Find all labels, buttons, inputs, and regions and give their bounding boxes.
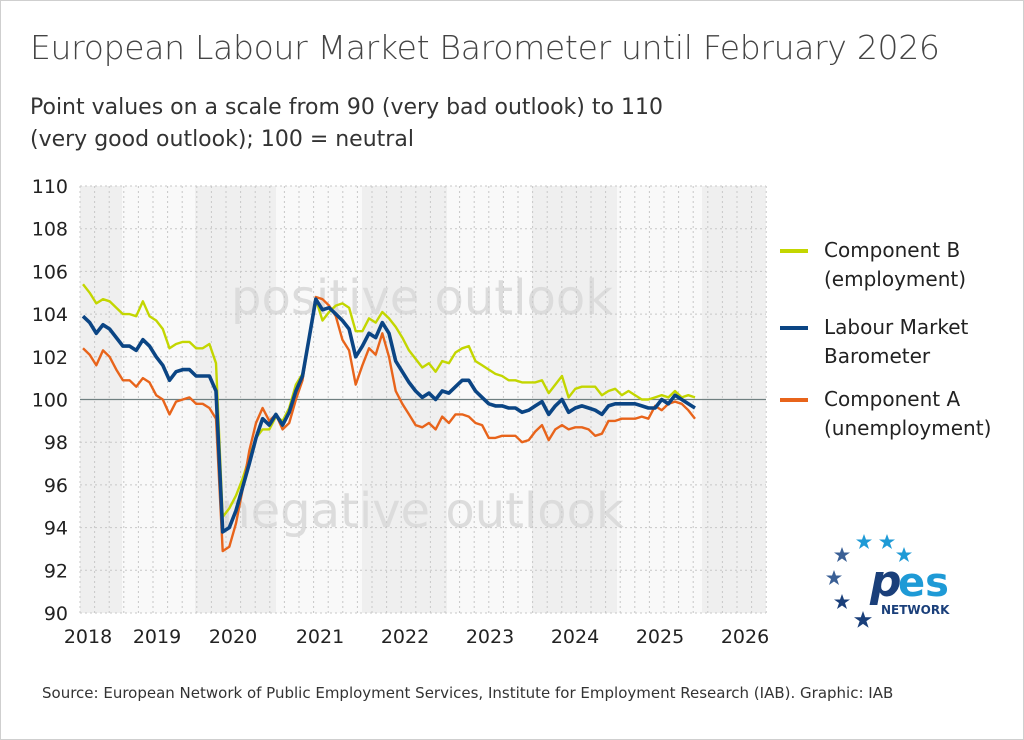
y-tick-label: 90: [44, 603, 68, 625]
x-tick-label: 2021: [296, 626, 344, 648]
legend-label: Component B: [824, 238, 961, 262]
x-tick-label: 2025: [636, 626, 684, 648]
chart-subtitle: Point values on a scale from 90 (very ba…: [30, 95, 663, 152]
y-tick-label: 96: [44, 475, 68, 497]
legend-item-barometer: Labour Market Barometer: [780, 313, 1024, 371]
y-tick-label: 92: [44, 560, 68, 582]
series-line: [81, 297, 696, 534]
pes-network-logo: p es NETWORK: [826, 534, 950, 628]
x-tick-label: 2019: [133, 626, 181, 648]
chart-title: European Labour Market Barometer until F…: [30, 28, 940, 67]
x-tick-label: 2022: [381, 626, 429, 648]
annotation-positive: positive outlook: [231, 270, 613, 326]
annotation-negative: negative outlook: [220, 483, 624, 539]
svg-text:p: p: [869, 556, 902, 607]
x-tick-label: 2020: [209, 626, 257, 648]
svg-text:es: es: [898, 560, 949, 606]
y-tick-label: 106: [32, 261, 68, 283]
y-tick-label: 98: [44, 432, 68, 454]
series-component-b-employment-: [82, 283, 696, 519]
legend-item-component-a: Component A (unemployment): [780, 385, 1024, 443]
y-tick-label: 94: [44, 518, 68, 540]
series-line: [82, 295, 696, 553]
legend-label: Component A: [824, 387, 961, 411]
star-icon: [826, 534, 912, 628]
legend-label: (unemployment): [824, 416, 992, 440]
svg-text:NETWORK: NETWORK: [881, 603, 950, 617]
y-tick-label: 104: [32, 304, 68, 326]
y-tick-label: 100: [32, 390, 68, 412]
legend-item-component-b: Component B (employment): [780, 236, 1024, 294]
series-labour-market-barometer: [81, 297, 696, 534]
x-tick-label: 2024: [551, 626, 599, 648]
source-note: Source: European Network of Public Emplo…: [42, 684, 894, 702]
series-line: [82, 283, 696, 519]
series-component-a-unemployment-: [82, 295, 696, 553]
legend-swatch: [780, 249, 808, 253]
y-tick-label: 108: [32, 219, 68, 241]
legend-label: (employment): [824, 267, 967, 291]
y-tick-label: 102: [32, 347, 68, 369]
legend-swatch: [780, 398, 808, 402]
x-tick-label: 2018: [64, 626, 112, 648]
legend-swatch: [780, 326, 808, 330]
x-tick-label: 2026: [721, 626, 769, 648]
legend-label: Labour Market: [824, 315, 969, 339]
legend-label: Barometer: [824, 344, 931, 368]
x-tick-label: 2023: [466, 626, 514, 648]
y-tick-label: 110: [32, 176, 68, 198]
